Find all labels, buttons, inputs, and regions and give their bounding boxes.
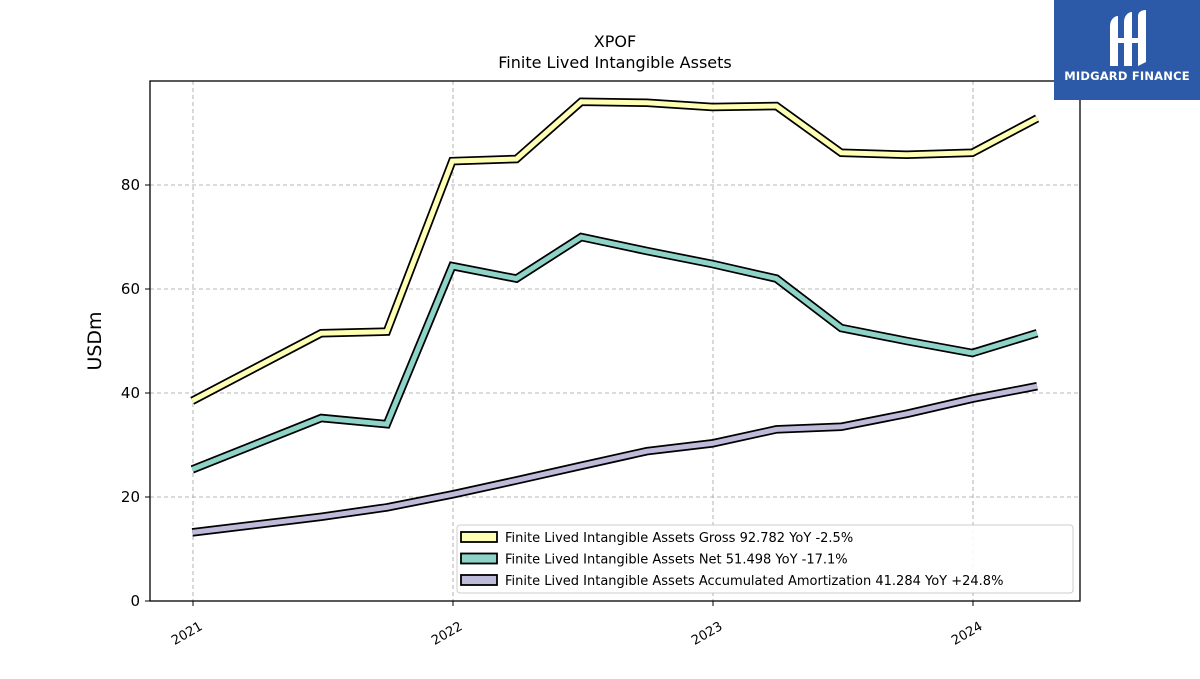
x-tick-label: 2024: [949, 619, 985, 649]
legend-box: [456, 524, 1074, 594]
y-tick-label: 80: [121, 176, 140, 194]
y-tick-label: 20: [121, 488, 140, 506]
y-tick-label: 0: [130, 592, 140, 610]
series-line-1: [191, 234, 1038, 472]
x-tick-label: 2023: [689, 619, 725, 649]
series-layer: [190, 97, 1040, 537]
legend-entries: Finite Lived Intangible Assets Gross 92.…: [460, 531, 1003, 589]
y-axis-label: USDm: [84, 311, 106, 370]
series-line-0: [191, 99, 1039, 404]
chart-title: XPOF: [594, 32, 636, 51]
grid-layer: [150, 81, 1080, 601]
legend-swatch: [460, 552, 498, 565]
plot-frame: [149, 80, 1081, 602]
legend-label: Finite Lived Intangible Assets Net 51.49…: [505, 553, 848, 568]
logo-mark-icon: [1110, 10, 1146, 66]
legend-label: Finite Lived Intangible Assets Gross 92.…: [505, 531, 853, 546]
y-tick-label: 40: [121, 384, 140, 402]
legend: Finite Lived Intangible Assets Gross 92.…: [456, 524, 1074, 594]
legend-swatch: [460, 531, 498, 543]
series-outline-0: [190, 97, 1040, 405]
x-tick-label: 2022: [429, 619, 465, 649]
brand-logo: MIDGARD FINANCE: [1054, 0, 1200, 100]
brand-name: MIDGARD FINANCE: [1064, 69, 1190, 83]
legend-swatch: [460, 574, 498, 586]
series-outline-1: [190, 232, 1039, 474]
chart-subtitle: Finite Lived Intangible Assets: [498, 53, 731, 72]
series-line-2: [191, 383, 1038, 535]
legend-label: Finite Lived Intangible Assets Accumulat…: [505, 574, 1003, 589]
y-tick-label: 60: [121, 280, 140, 298]
x-tick-label: 2021: [169, 619, 205, 649]
